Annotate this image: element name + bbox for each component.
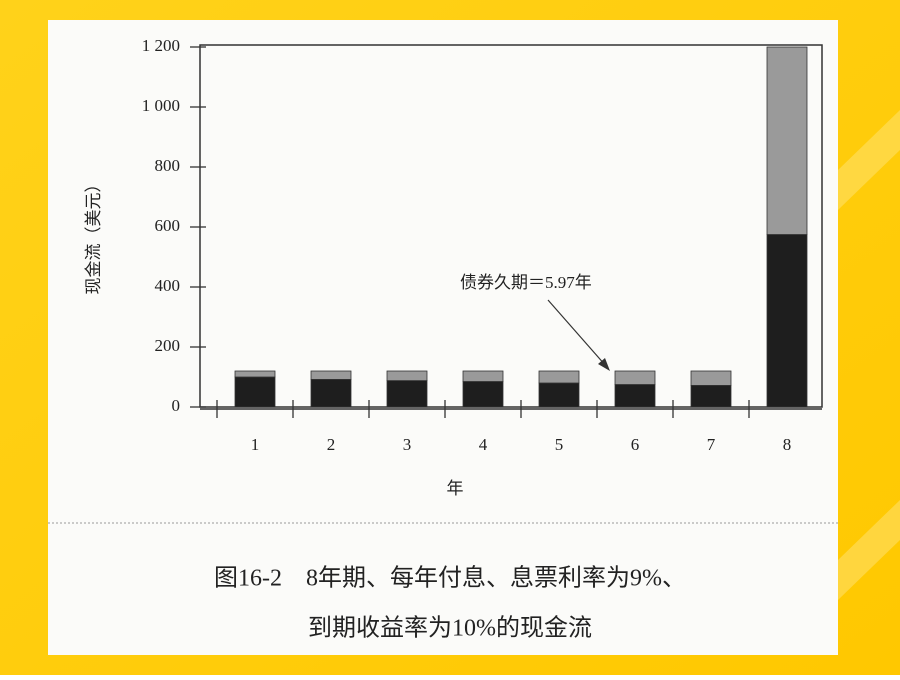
y-tick-label: 400 [155, 276, 181, 295]
x-tick-label: 1 [251, 435, 260, 454]
x-tick-label: 2 [327, 435, 336, 454]
x-tick-label: 8 [783, 435, 792, 454]
bar-segment [310, 370, 352, 380]
bar-segment [690, 370, 732, 386]
y-tick-label: 1 200 [142, 36, 180, 55]
bar-segment [614, 370, 656, 385]
bar-segment [310, 378, 352, 408]
annotation: 债券久期＝5.97年 [460, 273, 592, 292]
y-tick-label: 1 000 [142, 96, 180, 115]
annotation-arrow [547, 299, 607, 367]
bar-segment [386, 370, 428, 382]
stripe [838, 110, 900, 210]
bar-segment [766, 234, 808, 408]
x-tick-label: 6 [631, 435, 640, 454]
plot-frame [199, 44, 823, 408]
x-tick-label: 5 [555, 435, 564, 454]
bar-segment [614, 384, 656, 408]
bar-segment [234, 376, 276, 408]
stripe [838, 500, 900, 600]
bar-segment [462, 381, 504, 408]
bar-segment [690, 384, 732, 408]
x-tick-label: 7 [707, 435, 716, 454]
arrow-head [598, 358, 610, 371]
panel [48, 20, 838, 655]
bar-segment [538, 370, 580, 384]
caption-line: 到期收益率为10%的现金流 [308, 615, 592, 642]
y-tick-label: 0 [172, 396, 181, 415]
y-tick-label: 800 [155, 156, 181, 175]
bar-segment [234, 370, 276, 378]
x-tick-label: 3 [403, 435, 412, 454]
x-axis-label: 年 [447, 479, 464, 498]
y-tick-label: 600 [155, 216, 181, 235]
bar-segment [462, 370, 504, 382]
bar-segment [386, 380, 428, 408]
y-tick-label: 200 [155, 336, 181, 355]
bar-segment [538, 382, 580, 408]
bar-segment [766, 46, 808, 235]
caption-line: 图16-2 8年期、每年付息、息票利率为9%、 [214, 565, 686, 592]
x-tick-label: 4 [479, 435, 488, 454]
y-axis-label: 现金流（美元） [84, 176, 103, 295]
